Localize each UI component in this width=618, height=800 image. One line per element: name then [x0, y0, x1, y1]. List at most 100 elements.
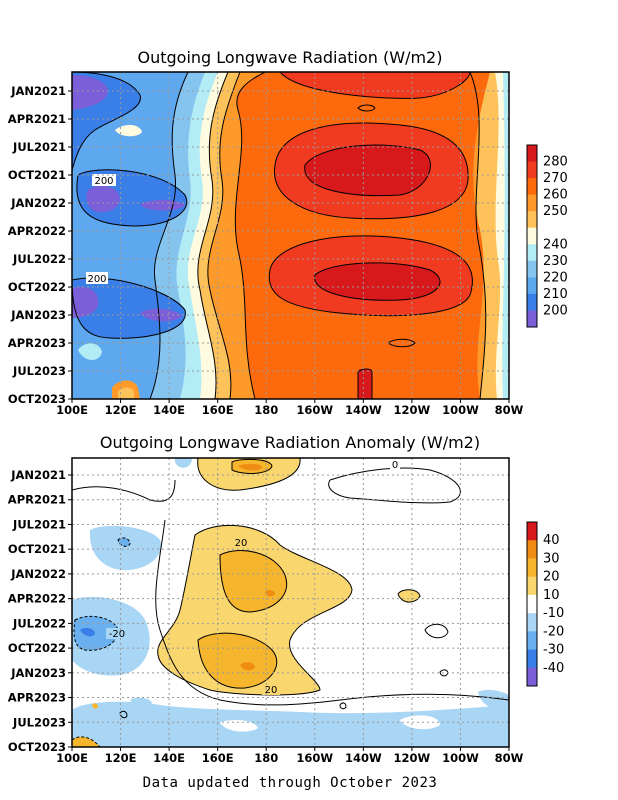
chart1-title: Outgoing Longwave Radiation (W/m2) — [138, 48, 443, 67]
colorbar-tick-label: 200 — [543, 303, 568, 318]
chart2-y-axis: JAN2021 APR2021 JUL2021 OCT2021 JAN2022 APR20… — [8, 468, 72, 754]
x-tick-label: 180 — [254, 751, 278, 765]
x-tick-label: 120E — [105, 751, 137, 765]
colorbar-swatch — [527, 540, 537, 559]
x-tick-label: 100E — [56, 403, 88, 417]
chart2-contour-label: 20 — [235, 538, 248, 549]
x-tick-label: 160E — [202, 403, 234, 417]
colorbar-tick-label: 30 — [543, 551, 560, 566]
chart1-contour-label: 200 — [87, 274, 106, 285]
y-tick-label: APR2021 — [8, 112, 66, 126]
colorbar-tick-label: 10 — [543, 588, 560, 603]
colorbar-tick-label: -20 — [543, 624, 564, 639]
chart2-frame — [71, 457, 510, 748]
y-tick-label: JAN2023 — [10, 308, 66, 322]
y-tick-label: JUL2023 — [12, 715, 66, 729]
colorbar-swatch — [527, 594, 537, 614]
y-tick-label: APR2023 — [8, 691, 66, 705]
chart2-x-axis: 100E 120E 140E 160E 180 160W 140W 120W 100W 80W — [56, 747, 524, 765]
colorbar-swatch — [527, 576, 537, 596]
colorbar-swatch — [527, 667, 537, 687]
colorbar-tick-label: 220 — [543, 270, 568, 285]
colorbar-swatch — [527, 631, 537, 651]
y-tick-label: OCT2023 — [8, 392, 66, 406]
chart2-contour-label: 20 — [265, 685, 278, 696]
chart1-x-axis: 100E 120E 140E 160E 180 160W 140W 120W 100W 80W — [56, 399, 524, 417]
x-tick-label: 140E — [153, 751, 185, 765]
y-tick-label: JAN2023 — [10, 666, 66, 680]
colorbar-tick-label: 260 — [543, 188, 568, 203]
chart2-grid — [72, 458, 509, 747]
chart1-y-axis: JAN2021 APR2021 JUL2021 OCT2021 JAN2022 APR20… — [8, 84, 72, 406]
x-tick-label: 160W — [296, 751, 333, 765]
y-tick-label: APR2021 — [8, 493, 66, 507]
y-tick-label: JUL2021 — [12, 140, 66, 154]
y-tick-label: APR2022 — [8, 592, 66, 606]
y-tick-label: OCT2023 — [8, 740, 66, 754]
colorbar-tick-label: 40 — [543, 533, 560, 548]
colorbar-swatch — [527, 277, 537, 295]
x-tick-label: 140W — [345, 403, 382, 417]
x-tick-label: 140E — [153, 403, 185, 417]
y-tick-label: JUL2022 — [12, 616, 66, 630]
colorbar-swatch — [527, 227, 537, 245]
colorbar-tick-label: 240 — [543, 237, 568, 252]
chart1-frame — [71, 71, 510, 400]
x-tick-label: 140W — [345, 751, 382, 765]
colorbar-swatch — [527, 293, 537, 311]
colorbar-tick-label: 230 — [543, 254, 568, 269]
colorbar-swatch — [527, 522, 537, 541]
y-tick-label: OCT2022 — [8, 280, 66, 294]
x-tick-label: 120W — [394, 751, 431, 765]
colorbar-swatch — [527, 244, 537, 262]
y-tick-label: APR2022 — [8, 224, 66, 238]
colorbar-tick-label: 270 — [543, 171, 568, 186]
y-tick-label: JAN2022 — [10, 567, 66, 581]
y-tick-label: OCT2021 — [8, 542, 66, 556]
x-tick-label: 80W — [495, 403, 524, 417]
colorbar-tick-label: 210 — [543, 287, 568, 302]
colorbar-swatch — [527, 558, 537, 578]
y-tick-label: APR2023 — [8, 336, 66, 350]
colorbar-tick-label: -40 — [543, 661, 564, 676]
colorbar-swatch — [527, 613, 537, 632]
colorbar-swatch — [527, 310, 537, 328]
colorbar-swatch — [527, 260, 537, 278]
y-tick-label: JUL2022 — [12, 252, 66, 266]
y-tick-label: JAN2021 — [10, 84, 66, 98]
chart1-plot-area: 200 200 — [72, 72, 509, 399]
y-tick-label: JUL2023 — [12, 364, 66, 378]
colorbar-tick-label: 250 — [543, 204, 568, 219]
x-tick-label: 100W — [442, 403, 479, 417]
x-tick-label: 100W — [442, 751, 479, 765]
colorbar-swatch — [527, 178, 537, 196]
y-tick-label: JAN2022 — [10, 196, 66, 210]
chart2-contour-label: -20 — [109, 629, 125, 640]
x-tick-label: 120E — [105, 403, 137, 417]
x-tick-label: 100E — [56, 751, 88, 765]
y-tick-label: OCT2021 — [8, 168, 66, 182]
x-tick-label: 180 — [254, 403, 278, 417]
chart1-contour-label: 200 — [94, 176, 113, 187]
x-tick-label: 160E — [202, 751, 234, 765]
y-tick-label: OCT2022 — [8, 641, 66, 655]
colorbar-swatch — [527, 145, 537, 163]
y-tick-label: JAN2021 — [10, 468, 66, 482]
chart2-plot-area: 20 20 -20 0 — [72, 458, 509, 747]
chart2-contour-label: 0 — [392, 460, 398, 471]
chart2-title: Outgoing Longwave Radiation Anomaly (W/m… — [100, 433, 480, 452]
y-tick-label: JUL2021 — [12, 517, 66, 531]
chart2-colorbar: 40 30 20 10 -10 -20 -30 -40 — [526, 521, 564, 687]
colorbar-tick-label: -30 — [543, 643, 564, 658]
colorbar-tick-label: -10 — [543, 606, 564, 621]
x-tick-label: 160W — [296, 403, 333, 417]
footer-note: Data updated through October 2023 — [143, 775, 438, 791]
colorbar-swatch — [527, 211, 537, 229]
colorbar-swatch — [527, 161, 537, 179]
x-tick-label: 120W — [394, 403, 431, 417]
colorbar-swatch — [527, 194, 537, 212]
colorbar-tick-label: 280 — [543, 155, 568, 170]
x-tick-label: 80W — [495, 751, 524, 765]
